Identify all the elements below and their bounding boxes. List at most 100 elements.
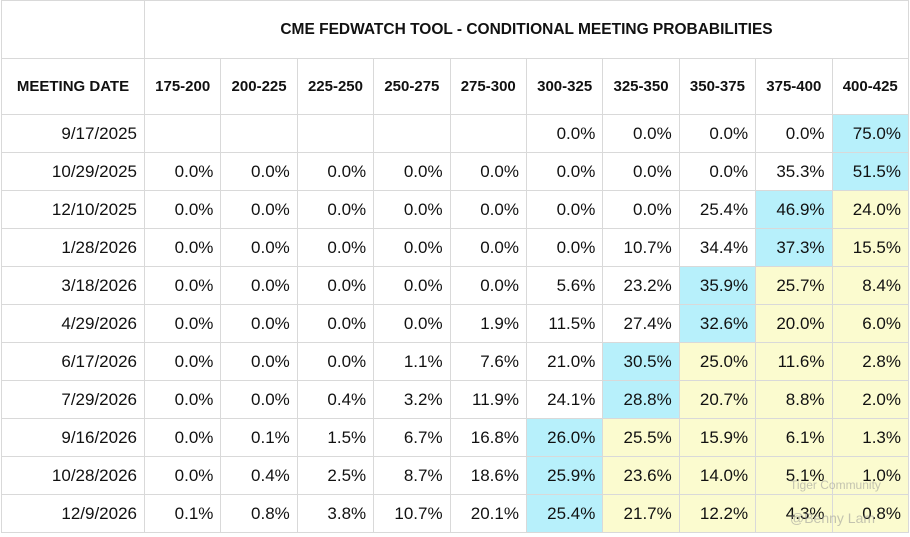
probability-cell: 20.7% xyxy=(678,380,757,419)
table-row: 9/16/2026 0.0% 0.1% 1.5% 6.7% 16.8% 26.0% 25.5%… xyxy=(1,418,910,457)
probability-cell: 25.5% xyxy=(602,418,680,457)
probability-cell: 0.0% xyxy=(143,228,222,267)
probability-cell xyxy=(449,114,527,153)
meeting-date: 3/18/2026 xyxy=(1,266,145,305)
table-row: 7/29/2026 0.0% 0.0% 0.4% 3.2% 11.9% 24.1% 28.8%… xyxy=(1,380,910,419)
probability-cell: 5.6% xyxy=(525,266,604,305)
probability-cell: 8.4% xyxy=(831,266,910,305)
probability-cell: 0.0% xyxy=(602,114,680,153)
probability-cell: 0.0% xyxy=(373,152,451,191)
probability-cell: 37.3% xyxy=(755,228,833,267)
probability-cell xyxy=(220,114,298,153)
probability-cell: 0.0% xyxy=(449,228,527,267)
probability-cell: 0.0% xyxy=(449,152,527,191)
probability-cell: 2.0% xyxy=(831,380,910,419)
meeting-date: 10/29/2025 xyxy=(1,152,145,191)
probability-cell: 16.8% xyxy=(449,418,527,457)
probability-cell: 3.8% xyxy=(296,494,375,533)
probability-cell xyxy=(373,114,451,153)
probability-cell: 75.0% xyxy=(831,114,910,153)
meeting-date: 12/10/2025 xyxy=(1,190,145,229)
probability-cell: 18.6% xyxy=(449,456,527,495)
probability-cell: 0.0% xyxy=(220,190,298,229)
column-header: 350-375 xyxy=(678,58,757,115)
probability-cell: 0.0% xyxy=(220,304,298,343)
table-row: 6/17/2026 0.0% 0.0% 0.0% 1.1% 7.6% 21.0% 30.5% 2… xyxy=(1,342,910,381)
column-header: 175-200 xyxy=(143,58,222,115)
probability-cell: 0.0% xyxy=(143,380,222,419)
probability-cell: 0.0% xyxy=(143,190,222,229)
probability-cell: 0.0% xyxy=(220,228,298,267)
probability-cell: 7.6% xyxy=(449,342,527,381)
probability-cell: 24.0% xyxy=(831,190,910,229)
probability-cell: 25.4% xyxy=(525,494,604,533)
meeting-date: 1/28/2026 xyxy=(1,228,145,267)
probability-cell: 12.2% xyxy=(678,494,757,533)
probability-cell: 0.0% xyxy=(143,266,222,305)
probability-cell: 0.0% xyxy=(449,190,527,229)
probability-cell: 1.9% xyxy=(449,304,527,343)
probability-cell: 1.0% xyxy=(831,456,910,495)
table-title: CME FEDWATCH TOOL - CONDITIONAL MEETING … xyxy=(144,0,909,59)
probability-cell: 0.0% xyxy=(220,380,298,419)
table-row: 4/29/2026 0.0% 0.0% 0.0% 0.0% 1.9% 11.5% 27.4% 3… xyxy=(1,304,910,343)
probability-cell: 0.0% xyxy=(296,228,375,267)
probability-cell: 0.0% xyxy=(525,190,604,229)
probability-cell: 11.9% xyxy=(449,380,527,419)
probability-cell: 6.0% xyxy=(831,304,910,343)
probability-cell xyxy=(143,114,222,153)
probability-cell: 0.1% xyxy=(143,494,222,533)
probability-cell: 23.2% xyxy=(602,266,680,305)
probability-cell: 2.8% xyxy=(831,342,910,381)
meeting-date: 9/17/2025 xyxy=(1,114,145,153)
probability-cell: 14.0% xyxy=(678,456,757,495)
probability-cell: 2.5% xyxy=(296,456,375,495)
probability-cell: 0.0% xyxy=(525,228,604,267)
probability-cell: 3.2% xyxy=(373,380,451,419)
probability-cell: 0.0% xyxy=(143,456,222,495)
probability-cell: 0.0% xyxy=(143,418,222,457)
probability-cell: 0.0% xyxy=(143,342,222,381)
probability-cell: 0.0% xyxy=(296,342,375,381)
probability-cell: 0.0% xyxy=(373,266,451,305)
probability-cell: 51.5% xyxy=(831,152,910,191)
probability-cell: 0.0% xyxy=(143,304,222,343)
probability-cell: 5.1% xyxy=(755,456,833,495)
probability-cell: 0.0% xyxy=(143,152,222,191)
probability-cell: 11.5% xyxy=(525,304,604,343)
probability-cell: 20.1% xyxy=(449,494,527,533)
probability-cell: 0.0% xyxy=(296,152,375,191)
probability-cell: 27.4% xyxy=(602,304,680,343)
table-row: 12/10/2025 0.0% 0.0% 0.0% 0.0% 0.0% 0.0% 0.0% 25… xyxy=(1,190,910,229)
meeting-date: 7/29/2026 xyxy=(1,380,145,419)
probability-cell: 10.7% xyxy=(373,494,451,533)
column-header: 325-350 xyxy=(602,58,680,115)
probability-cell: 0.0% xyxy=(220,266,298,305)
table-row: 9/17/2025 0.0% 0.0% 0.0% 0.0% 75.0% xyxy=(1,114,910,153)
probability-cell: 0.0% xyxy=(373,304,451,343)
probability-cell: 30.5% xyxy=(602,342,680,381)
column-header: 225-250 xyxy=(296,58,375,115)
probability-cell: 0.1% xyxy=(220,418,298,457)
probability-cell: 4.3% xyxy=(755,494,833,533)
table-row: 10/28/2026 0.0% 0.4% 2.5% 8.7% 18.6% 25.9% 23.6… xyxy=(1,456,910,495)
probability-cell: 11.6% xyxy=(755,342,833,381)
probability-cell: 0.0% xyxy=(602,190,680,229)
probability-cell: 0.0% xyxy=(602,152,680,191)
probability-cell: 34.4% xyxy=(678,228,757,267)
header-row: MEETING DATE 175-200 200-225 225-250 250-275… xyxy=(1,58,910,115)
probability-cell: 0.0% xyxy=(296,266,375,305)
probability-cell: 25.0% xyxy=(678,342,757,381)
probability-cell: 1.3% xyxy=(831,418,910,457)
meeting-date: 4/29/2026 xyxy=(1,304,145,343)
probability-cell: 1.1% xyxy=(373,342,451,381)
column-header: 275-300 xyxy=(449,58,527,115)
probability-cell: 0.0% xyxy=(678,152,757,191)
probability-cell: 21.7% xyxy=(602,494,680,533)
probability-cell: 10.7% xyxy=(602,228,680,267)
probability-cell: 20.0% xyxy=(755,304,833,343)
probability-cell: 21.0% xyxy=(525,342,604,381)
probability-cell: 0.0% xyxy=(220,342,298,381)
